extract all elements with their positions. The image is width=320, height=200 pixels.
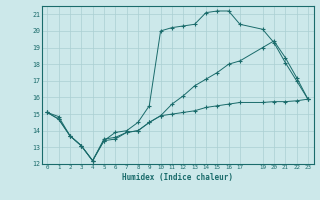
X-axis label: Humidex (Indice chaleur): Humidex (Indice chaleur): [122, 173, 233, 182]
